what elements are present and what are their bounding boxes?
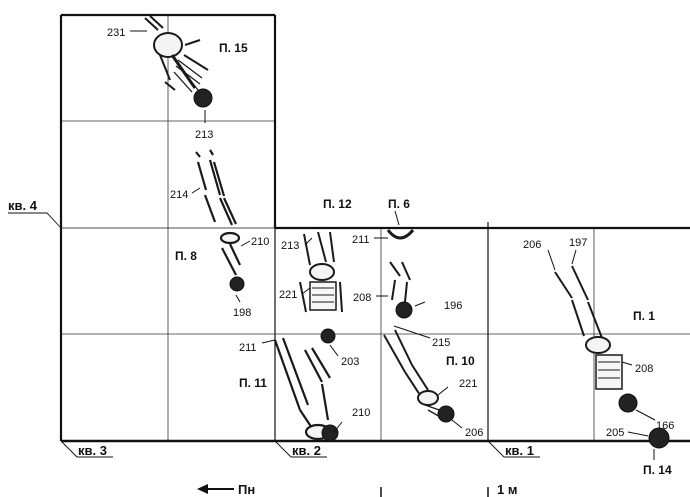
depth-label: 208	[635, 363, 653, 375]
scale-bar	[380, 487, 489, 497]
depth-label: 210	[352, 407, 370, 419]
depth-label: 213	[195, 129, 213, 141]
depth-label: 221	[459, 378, 477, 390]
depth-label: 197	[569, 237, 587, 249]
square-label-3: кв. 3	[78, 443, 107, 458]
burial-label-6: П. 6	[388, 197, 410, 211]
depth-label: 203	[341, 356, 359, 368]
burial-label-10: П. 10	[446, 354, 475, 368]
depth-label: 206	[465, 427, 483, 439]
burial-label-12: П. 12	[323, 197, 352, 211]
skull-burial-8	[229, 276, 245, 292]
depth-label: 198	[233, 307, 251, 319]
skull-burial-1	[618, 393, 638, 413]
grid-lines	[61, 15, 690, 441]
north-arrow	[197, 484, 234, 494]
burial-label-14: П. 14	[643, 463, 672, 477]
square-label-2: кв. 2	[292, 443, 321, 458]
depth-label: 166	[656, 420, 674, 432]
skeleton-burial-1	[554, 265, 623, 390]
depth-label: 211	[239, 342, 257, 354]
scale-label: 1 м	[497, 482, 517, 497]
burial-label-11: П. 11	[239, 376, 267, 390]
skeleton-burial-11	[273, 337, 332, 441]
burial-label-1: П. 1	[633, 309, 655, 323]
skeleton-burial-8	[195, 149, 241, 276]
skull-burial-10	[437, 405, 455, 423]
depth-label: 221	[279, 289, 297, 301]
north-label: Пн	[238, 482, 255, 497]
skull-burial-15	[193, 88, 213, 108]
depth-label: 208	[353, 292, 371, 304]
skeleton-burial-12	[299, 231, 343, 313]
skull-burial-11	[321, 424, 339, 442]
square-label-1: кв. 1	[505, 443, 534, 458]
skull-burial-12	[320, 328, 336, 344]
depth-label: 196	[444, 300, 462, 312]
burial-label-15: П. 15	[219, 41, 248, 55]
depth-label: 205	[606, 427, 624, 439]
depth-label: 206	[523, 239, 541, 251]
depth-label: 213	[281, 240, 299, 252]
skull-burial-6	[395, 301, 413, 319]
skeleton-burial-15	[144, 15, 209, 93]
depth-label: 210	[251, 236, 269, 248]
square-leaders	[8, 212, 540, 458]
grid-borders	[59, 13, 690, 443]
burial-label-8: П. 8	[175, 249, 197, 263]
skeleton-burial-10	[383, 329, 446, 419]
skeleton-burial-6	[386, 229, 415, 303]
depth-label: 211	[352, 234, 370, 246]
square-label-4: кв. 4	[8, 198, 38, 213]
depth-leaders	[130, 30, 656, 460]
depth-label: 215	[432, 337, 450, 349]
depth-label: 231	[107, 27, 125, 39]
depth-label: 214	[170, 189, 188, 201]
skull-burial-14	[648, 427, 670, 449]
